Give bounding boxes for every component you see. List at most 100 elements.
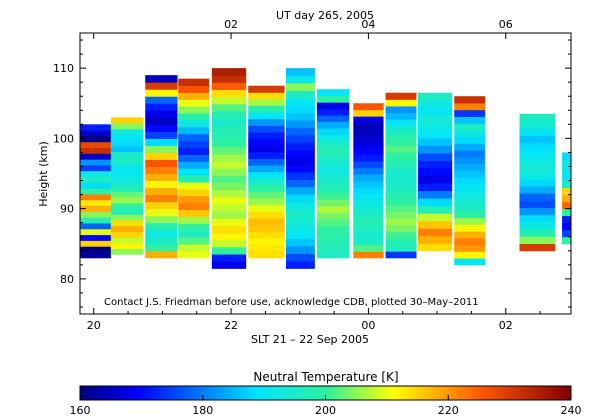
heatmap-cell [248, 191, 285, 199]
heatmap-cell [211, 103, 247, 112]
heatmap-cell [178, 92, 210, 100]
colorbar-title: Neutral Temperature [K] [253, 370, 398, 384]
heatmap-cell [519, 236, 556, 245]
heatmap-column [286, 68, 315, 269]
heatmap-cell [178, 133, 210, 142]
heatmap-cell [145, 173, 178, 182]
heatmap-cell [80, 252, 111, 259]
heatmap-cell [353, 174, 384, 182]
heatmap-cell [562, 208, 571, 217]
heatmap-cell [211, 111, 247, 119]
heatmap-cell [454, 136, 486, 144]
heatmap-cell [454, 96, 486, 104]
heatmap-cell [519, 149, 556, 158]
heatmap-cell [145, 229, 178, 238]
heatmap-cell [454, 183, 486, 192]
heatmap-cell [211, 225, 247, 234]
heatmap-cell [316, 108, 350, 116]
heatmap-cell [145, 180, 178, 189]
heatmap-cell [145, 96, 178, 104]
heatmap-cell [211, 211, 247, 219]
heatmap-cell [211, 125, 247, 133]
heatmap-cell [519, 135, 556, 144]
heatmap-cell [316, 141, 350, 149]
heatmap-cell [211, 239, 247, 248]
x-axis-label: SLT 21 – 22 Sep 2005 [251, 333, 369, 346]
heatmap-cell [454, 237, 486, 246]
heatmap-cell [286, 134, 315, 143]
heatmap-cell [562, 173, 571, 182]
heatmap-cell [417, 243, 453, 252]
heatmap-cell [316, 251, 350, 259]
heatmap-cell [145, 159, 178, 167]
heatmap-cell [454, 109, 486, 117]
heatmap-cell [385, 112, 417, 120]
heatmap-cell [353, 186, 384, 194]
heatmap-cell [385, 211, 417, 219]
heatmap-cell [454, 231, 486, 239]
heatmap-cell [417, 115, 453, 124]
heatmap-cell [211, 161, 247, 169]
heatmap-cell [178, 99, 210, 107]
heatmap-cell [562, 194, 571, 203]
heatmap-cell [417, 167, 453, 177]
heatmap-column [562, 152, 571, 245]
heatmap-column [178, 78, 210, 259]
heatmap-columns [80, 68, 571, 269]
y-tick-label: 100 [53, 132, 74, 145]
heatmap-cell [145, 82, 178, 90]
heatmap-cell [454, 156, 486, 165]
heatmap-cell [519, 185, 556, 194]
heatmap-cell [80, 164, 111, 172]
heatmap-cell [110, 237, 144, 244]
heatmap-cell [316, 95, 350, 103]
heatmap-cell [145, 243, 178, 252]
heatmap-cell [248, 118, 285, 126]
x-tick-label: 22 [224, 319, 238, 332]
heatmap-cell [178, 120, 210, 128]
heatmap-cell [353, 232, 384, 239]
heatmap-cell [248, 165, 285, 173]
heatmap-cell [316, 231, 350, 239]
heatmap-cell [178, 85, 210, 93]
heatmap-cell [385, 152, 417, 160]
heatmap-cell [454, 123, 486, 131]
heatmap-cell [178, 230, 210, 238]
heatmap-cell [316, 115, 350, 123]
heatmap-cell [80, 205, 111, 212]
heatmap-cell [562, 187, 571, 196]
heatmap-cell [454, 224, 486, 232]
heatmap-cell [211, 89, 247, 98]
y-axis-label: Height (km) [37, 141, 50, 207]
heatmap-cell [316, 173, 350, 181]
heatmap-cell [562, 166, 571, 174]
heatmap-cell [178, 188, 210, 197]
heatmap-cell [286, 231, 315, 240]
heatmap-cell [519, 243, 556, 252]
heatmap-cell [110, 202, 144, 210]
heatmap-cell [145, 194, 178, 203]
heatmap-cell [211, 254, 247, 262]
heatmap-cell [417, 228, 453, 237]
heatmap-cell [248, 138, 285, 146]
heatmap-cell [110, 174, 144, 181]
heatmap-cell [385, 244, 417, 252]
heatmap-cell [211, 175, 247, 184]
heatmap-cell [454, 258, 486, 266]
heatmap-cell [211, 96, 247, 105]
heatmap-cell [353, 180, 384, 188]
heatmap-cell [519, 229, 556, 237]
heatmap-cell [211, 182, 247, 191]
heatmap-cell [248, 98, 285, 107]
x-tick-label: 20 [87, 319, 101, 332]
heatmap-cell [178, 223, 210, 231]
heatmap-cell [248, 184, 285, 193]
heatmap-cell [417, 175, 453, 184]
heatmap-cell [454, 163, 486, 171]
heatmap-cell [454, 170, 486, 178]
heatmap-cell [417, 220, 453, 229]
heatmap-cell [145, 145, 178, 153]
heatmap-cell [417, 198, 453, 207]
